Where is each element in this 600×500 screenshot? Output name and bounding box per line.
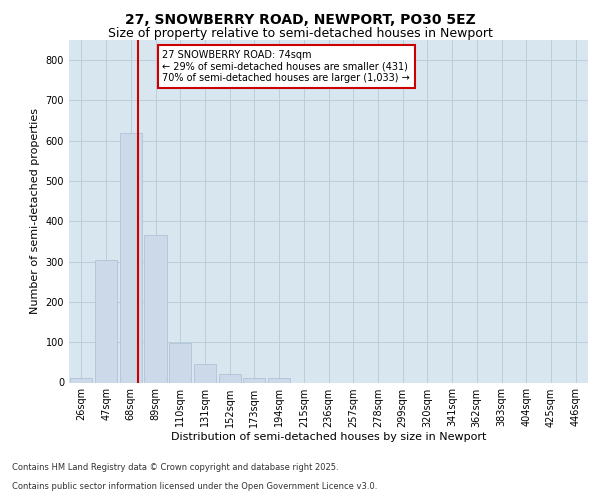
- Text: Contains public sector information licensed under the Open Government Licence v3: Contains public sector information licen…: [12, 482, 377, 491]
- Bar: [119, 132, 142, 382]
- X-axis label: Distribution of semi-detached houses by size in Newport: Distribution of semi-detached houses by …: [171, 432, 486, 442]
- Bar: [169, 343, 191, 382]
- Y-axis label: Number of semi-detached properties: Number of semi-detached properties: [30, 108, 40, 314]
- Bar: [70, 378, 92, 382]
- Text: Size of property relative to semi-detached houses in Newport: Size of property relative to semi-detach…: [107, 28, 493, 40]
- Bar: [218, 374, 241, 382]
- Text: Contains HM Land Registry data © Crown copyright and database right 2025.: Contains HM Land Registry data © Crown c…: [12, 464, 338, 472]
- Text: 27 SNOWBERRY ROAD: 74sqm
← 29% of semi-detached houses are smaller (431)
70% of : 27 SNOWBERRY ROAD: 74sqm ← 29% of semi-d…: [163, 50, 410, 84]
- Bar: [95, 260, 117, 382]
- Bar: [268, 378, 290, 382]
- Bar: [194, 364, 216, 382]
- Bar: [243, 378, 265, 382]
- Bar: [145, 236, 167, 382]
- Text: 27, SNOWBERRY ROAD, NEWPORT, PO30 5EZ: 27, SNOWBERRY ROAD, NEWPORT, PO30 5EZ: [125, 12, 475, 26]
